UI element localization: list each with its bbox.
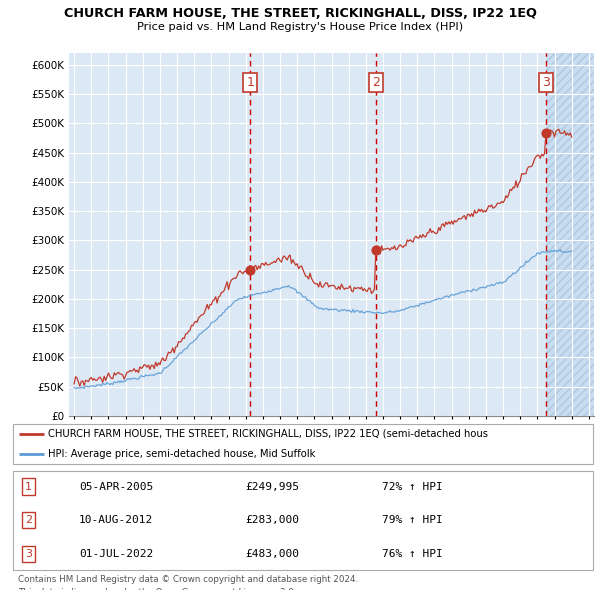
Text: £249,995: £249,995 xyxy=(245,481,299,491)
Text: 10-AUG-2012: 10-AUG-2012 xyxy=(79,516,153,525)
Bar xyxy=(546,53,594,416)
Text: CHURCH FARM HOUSE, THE STREET, RICKINGHALL, DISS, IP22 1EQ: CHURCH FARM HOUSE, THE STREET, RICKINGHA… xyxy=(64,7,536,20)
Text: Price paid vs. HM Land Registry's House Price Index (HPI): Price paid vs. HM Land Registry's House … xyxy=(137,22,463,32)
Text: 1: 1 xyxy=(25,481,32,491)
Text: £283,000: £283,000 xyxy=(245,516,299,525)
Text: 3: 3 xyxy=(25,549,32,559)
Text: 79% ↑ HPI: 79% ↑ HPI xyxy=(382,516,442,525)
Text: 2: 2 xyxy=(373,76,380,88)
Text: This data is licensed under the Open Government Licence v3.0.: This data is licensed under the Open Gov… xyxy=(18,588,296,590)
FancyBboxPatch shape xyxy=(13,424,593,464)
Text: 05-APR-2005: 05-APR-2005 xyxy=(79,481,153,491)
Text: 76% ↑ HPI: 76% ↑ HPI xyxy=(382,549,442,559)
Text: £483,000: £483,000 xyxy=(245,549,299,559)
Point xyxy=(245,265,255,274)
Text: 1: 1 xyxy=(246,76,254,88)
Text: Contains HM Land Registry data © Crown copyright and database right 2024.: Contains HM Land Registry data © Crown c… xyxy=(18,575,358,584)
Point xyxy=(541,129,551,138)
FancyBboxPatch shape xyxy=(13,471,593,570)
Point xyxy=(371,245,381,255)
Text: 01-JUL-2022: 01-JUL-2022 xyxy=(79,549,153,559)
Text: HPI: Average price, semi-detached house, Mid Suffolk: HPI: Average price, semi-detached house,… xyxy=(48,449,316,459)
Text: 72% ↑ HPI: 72% ↑ HPI xyxy=(382,481,442,491)
Text: CHURCH FARM HOUSE, THE STREET, RICKINGHALL, DISS, IP22 1EQ (semi-detached hous: CHURCH FARM HOUSE, THE STREET, RICKINGHA… xyxy=(48,429,488,439)
Text: 2: 2 xyxy=(25,516,32,525)
Text: 3: 3 xyxy=(542,76,550,88)
